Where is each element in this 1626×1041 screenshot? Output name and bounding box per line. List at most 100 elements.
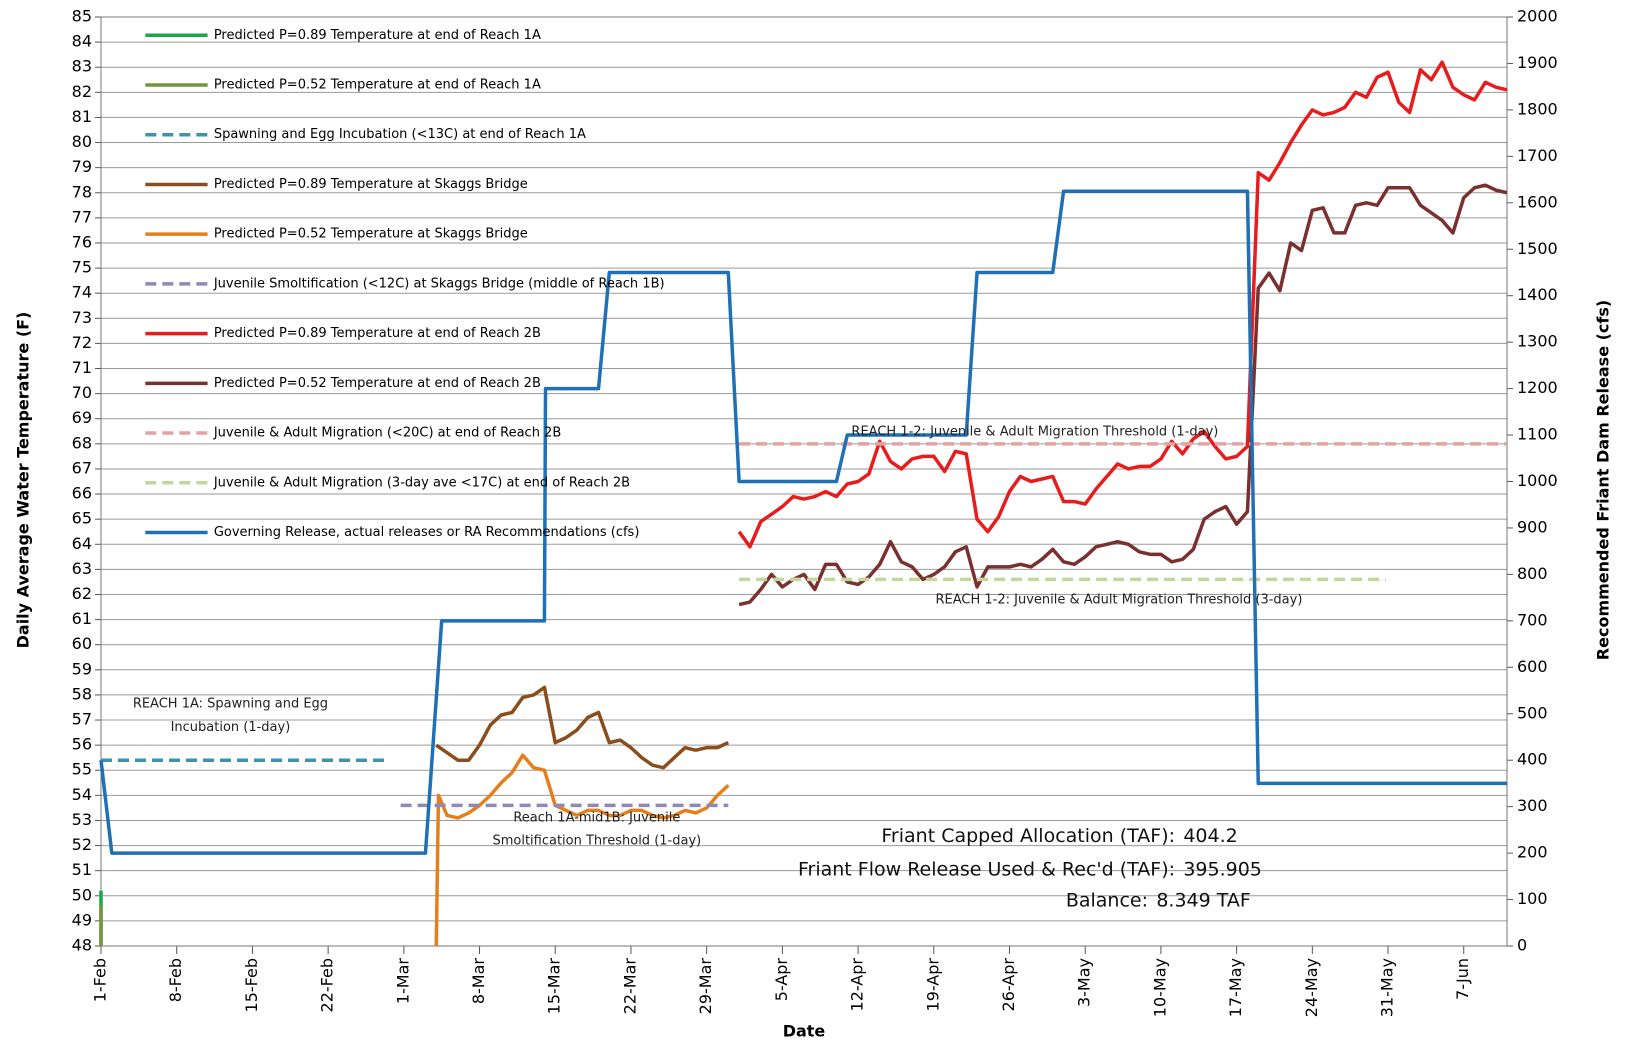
series-line xyxy=(434,753,730,947)
series-line xyxy=(737,60,1508,549)
y2-tick-label: 1800 xyxy=(1517,99,1558,118)
legend-label: Predicted P=0.89 Temperature at end of R… xyxy=(214,28,541,43)
x-tick-label: 31-May xyxy=(1378,958,1397,1017)
x-tick-label: 29-Mar xyxy=(696,958,715,1015)
y-tick-label: 58 xyxy=(72,684,92,703)
x-tick-label: 15-Feb xyxy=(242,958,261,1012)
y2-tick-label: 300 xyxy=(1517,796,1548,815)
y-tick-label: 67 xyxy=(72,458,92,477)
x-tick-label: 22-Mar xyxy=(620,958,639,1015)
y-tick-label: 80 xyxy=(72,132,92,151)
y-tick-label: 60 xyxy=(72,634,92,653)
legend-label: Predicted P=0.52 Temperature at end of R… xyxy=(214,376,541,391)
y-tick-label: 61 xyxy=(72,609,92,628)
series-line xyxy=(99,189,1507,855)
legend-label: Spawning and Egg Incubation (<13C) at en… xyxy=(214,127,586,142)
y-tick-label: 51 xyxy=(72,860,92,879)
y-tick-label: 75 xyxy=(72,258,92,277)
y-tick-label: 62 xyxy=(72,584,92,603)
y-tick-label: 78 xyxy=(72,182,92,201)
y2-tick-label: 800 xyxy=(1517,564,1548,583)
y2-tick-label: 1000 xyxy=(1517,471,1558,490)
y2-tick-label: 500 xyxy=(1517,703,1548,722)
y2-tick-label: 200 xyxy=(1517,843,1548,862)
y2-tick-label: 1400 xyxy=(1517,285,1558,304)
y-tick-label: 55 xyxy=(72,760,92,779)
y-tick-label: 68 xyxy=(72,433,92,452)
y2-tick-label: 1900 xyxy=(1517,53,1558,72)
y2-tick-label: 400 xyxy=(1517,750,1548,769)
x-tick-label: 24-May xyxy=(1302,958,1321,1017)
summary-label: Balance: xyxy=(1066,889,1148,911)
y-tick-label: 63 xyxy=(72,559,92,578)
y-tick-label: 66 xyxy=(72,484,92,503)
y-tick-label: 84 xyxy=(72,32,92,51)
y-tick-label: 70 xyxy=(72,383,92,402)
legend-label: Juvenile & Adult Migration (<20C) at end… xyxy=(213,426,561,441)
annotation: REACH 1-2: Juvenile & Adult Migration Th… xyxy=(851,424,1218,439)
y2-tick-label: 700 xyxy=(1517,610,1548,629)
x-tick-label: 12-Apr xyxy=(848,958,867,1012)
x-tick-label: 17-May xyxy=(1226,958,1245,1017)
y-tick-label: 50 xyxy=(72,885,92,904)
y-tick-label: 48 xyxy=(72,936,92,955)
y2-tick-label: 1500 xyxy=(1517,239,1558,258)
legend-label: Juvenile Smoltification (<12C) at Skaggs… xyxy=(213,276,665,291)
y2-tick-label: 1100 xyxy=(1517,425,1558,444)
y-tick-label: 85 xyxy=(72,7,92,26)
y-tick-label: 81 xyxy=(72,107,92,126)
x-tick-label: 3-May xyxy=(1075,958,1094,1007)
annotation: Reach 1A-mid1B: Juvenile xyxy=(513,810,680,825)
y-tick-label: 53 xyxy=(72,810,92,829)
x-tick-label: 22-Feb xyxy=(318,958,337,1012)
y-tick-label: 76 xyxy=(72,232,92,251)
y-tick-label: 52 xyxy=(72,835,92,854)
y2-axis-title: Recommended Friant Dam Release (cfs) xyxy=(1594,300,1613,660)
y-tick-label: 54 xyxy=(72,785,92,804)
y-tick-label: 74 xyxy=(72,283,92,302)
summary-value: 404.2 xyxy=(1183,825,1237,847)
legend-label: Predicted P=0.52 Temperature at Skaggs B… xyxy=(214,227,528,242)
annotation: Smoltification Threshold (1-day) xyxy=(492,833,701,848)
y-tick-label: 82 xyxy=(72,82,92,101)
summary-value: 395.905 xyxy=(1183,858,1262,880)
legend-label: Governing Release, actual releases or RA… xyxy=(214,525,640,540)
x-tick-label: 5-Apr xyxy=(772,958,791,1002)
x-tick-label: 19-Apr xyxy=(923,958,942,1012)
x-tick-label: 1-Feb xyxy=(91,958,110,1002)
y-tick-label: 71 xyxy=(72,358,92,377)
y-tick-label: 83 xyxy=(72,57,92,76)
summary-value: 8.349 TAF xyxy=(1156,889,1251,911)
x-tick-label: 8-Mar xyxy=(469,958,488,1005)
x-tick-label: 1-Mar xyxy=(393,958,412,1005)
summary-label: Friant Capped Allocation (TAF): xyxy=(881,825,1175,847)
y-tick-label: 65 xyxy=(72,509,92,528)
x-axis-title: Date xyxy=(783,1022,826,1041)
legend-label: Predicted P=0.89 Temperature at Skaggs B… xyxy=(214,177,528,192)
y-tick-label: 69 xyxy=(72,408,92,427)
y2-tick-label: 1200 xyxy=(1517,378,1558,397)
y2-tick-label: 900 xyxy=(1517,517,1548,536)
y-tick-label: 49 xyxy=(72,910,92,929)
y-tick-label: 79 xyxy=(72,157,92,176)
y2-tick-label: 2000 xyxy=(1517,7,1558,26)
y-tick-label: 77 xyxy=(72,207,92,226)
y2-tick-label: 600 xyxy=(1517,657,1548,676)
annotation: REACH 1-2: Juvenile & Adult Migration Th… xyxy=(936,592,1303,607)
legend-label: Predicted P=0.89 Temperature at end of R… xyxy=(214,326,541,341)
annotation: Incubation (1-day) xyxy=(171,720,291,735)
y-axis-title: Daily Average Water Temperature (F) xyxy=(14,312,33,649)
y2-tick-label: 0 xyxy=(1517,936,1527,955)
y-tick-label: 73 xyxy=(72,308,92,327)
y-tick-label: 56 xyxy=(72,735,92,754)
x-tick-label: 15-Mar xyxy=(545,958,564,1015)
y-tick-label: 59 xyxy=(72,659,92,678)
x-tick-label: 10-May xyxy=(1150,958,1169,1017)
y2-tick-label: 1600 xyxy=(1517,192,1558,211)
x-tick-label: 7-Jun xyxy=(1453,958,1472,1000)
legend-label: Juvenile & Adult Migration (3-day ave <1… xyxy=(213,475,630,490)
summary-label: Friant Flow Release Used & Rec'd (TAF): xyxy=(798,858,1175,880)
y2-tick-label: 100 xyxy=(1517,889,1548,908)
